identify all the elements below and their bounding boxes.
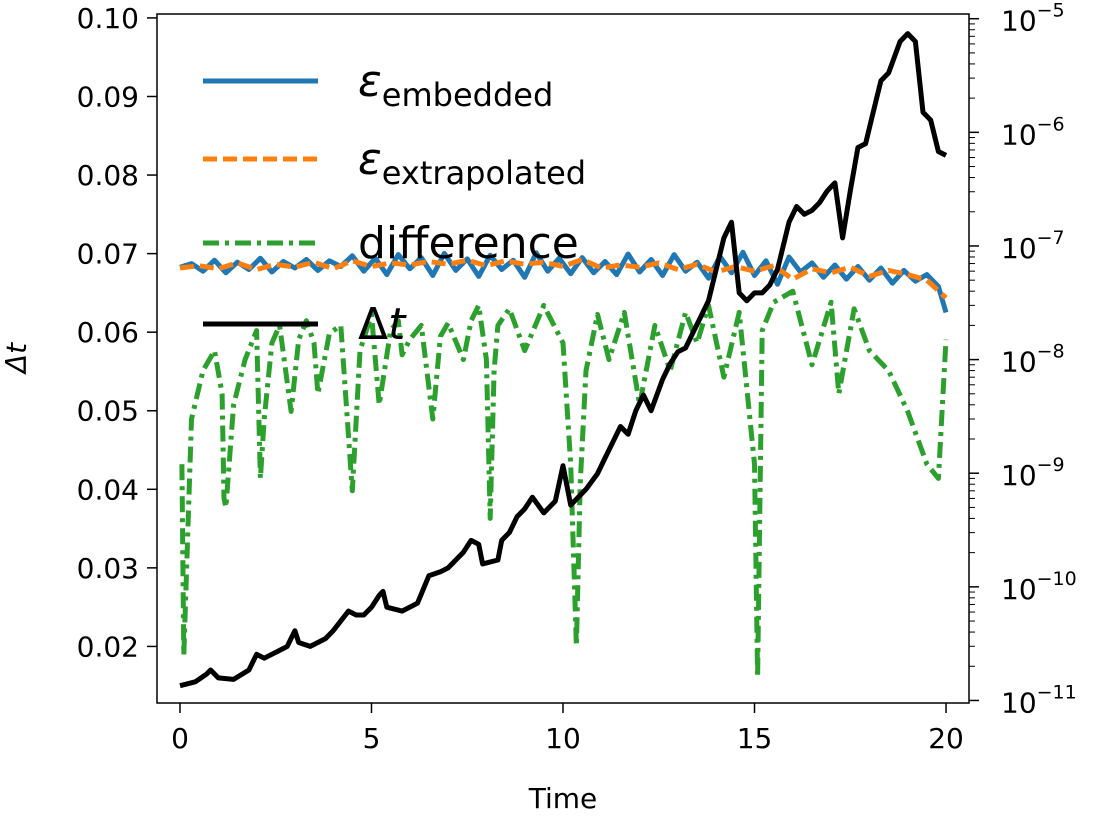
y2-tick-label: 10−11 [1001,681,1077,719]
series-line-3 [179,31,948,689]
x-tick-label: 20 [928,722,964,755]
y-tick-label: 0.05 [77,395,139,428]
x-tick-label: 10 [545,722,581,755]
legend-label-0: εembedded [358,56,553,114]
y-axis: 0.02 0.03 0.04 0.05 0.06 0.07 0.08 0.09 0.10 [77,2,157,663]
y2-tick-label: 10−8 [1001,341,1065,379]
y2-tick-label: 10−9 [1001,454,1065,492]
y-tick-label: 0.03 [77,552,139,585]
y2-tick-label: 10−6 [1001,113,1065,151]
series-layer [179,31,949,689]
y2-tick-label: 10−10 [1001,568,1077,606]
x-tick-label: 5 [363,722,381,755]
y-tick-label: 0.06 [77,316,139,349]
x-axis-label: Time [528,782,598,815]
legend-label-3: Δt [358,299,407,350]
y2-axis: 10−11 10−10 10−9 10−8 10−7 10−6 10−5 [969,0,1077,719]
y-tick-label: 0.09 [77,80,139,113]
y2-tick-label: 10−5 [1001,0,1065,38]
y-tick-label: 0.08 [77,159,139,192]
y-axis-label: Δt [0,342,33,375]
series-line-1 [179,257,948,300]
legend-label-2: difference [358,218,579,269]
y-tick-label: 0.02 [77,630,139,663]
series-line-2 [179,288,949,680]
legend-label-1: εextrapolated [358,134,586,192]
x-tick-label: 15 [737,722,773,755]
y-tick-label: 0.10 [77,2,139,35]
plot-background [157,14,969,703]
y2-tick-label: 10−7 [1001,227,1065,265]
x-axis: 0 5 10 15 20 [171,703,964,755]
x-tick-label: 0 [171,722,189,755]
y-tick-label: 0.04 [77,473,139,506]
legend: εembedded εextrapolated difference Δt [203,56,586,350]
y-tick-label: 0.07 [77,238,139,271]
